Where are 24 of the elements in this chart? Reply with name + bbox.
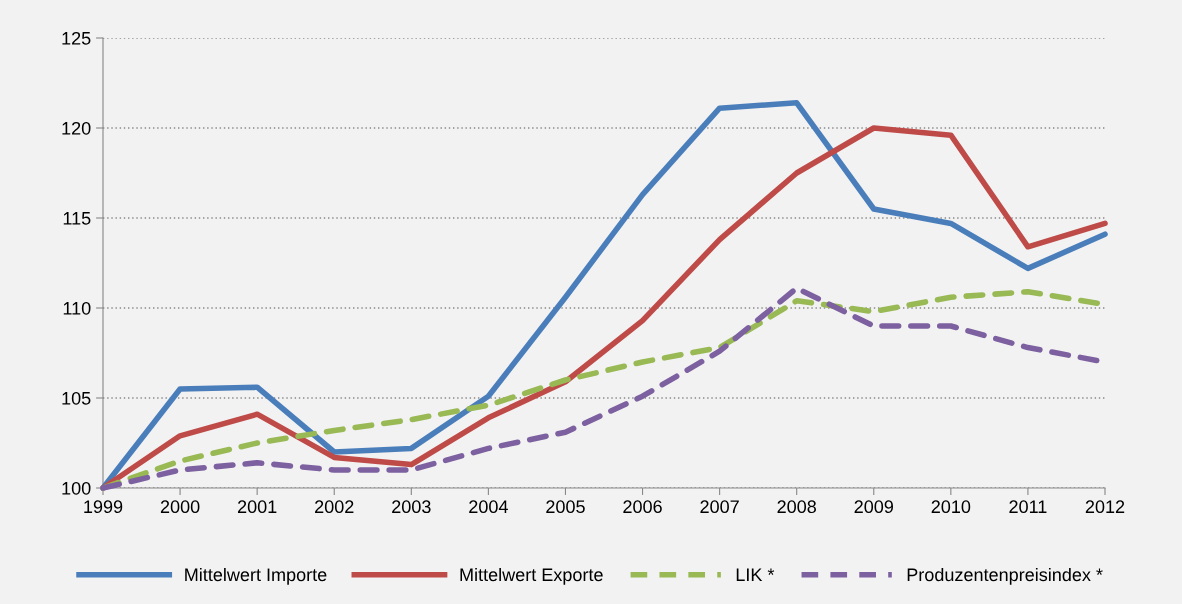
x-tick-label: 2005 [546,500,585,514]
x-tick-label: 2012 [1085,500,1125,514]
x-tick-label: 2007 [700,500,739,514]
x-tick-label: 2003 [392,500,431,514]
x-tick-label: 2000 [160,500,200,514]
y-tick-label: 115 [63,212,91,225]
x-tick-label: 2008 [777,500,816,514]
legend-label: LIK * [736,568,775,581]
x-tick-label: 2004 [469,500,508,514]
y-tick-label: 105 [62,391,91,405]
legend-label: Mittelwert Exporte [460,567,603,585]
x-tick-label: 1999 [84,500,123,514]
x-tick-label: 2009 [854,500,893,514]
x-tick-label: 2002 [315,500,354,514]
x-tick-label: 2011 [1009,500,1047,514]
x-tick-label: 2010 [931,500,971,514]
legend-label: Produzentenpreisindex * [907,567,1103,585]
y-tick-label: 120 [62,121,91,135]
y-tick-label: 100 [62,481,91,495]
x-tick-label: 2001 [237,500,277,514]
legend-label: Mittelwert Importe [185,567,327,585]
y-tick-label: 110 [63,301,91,315]
x-tick-label: 2006 [623,500,662,514]
y-tick-label: 125 [62,31,91,45]
